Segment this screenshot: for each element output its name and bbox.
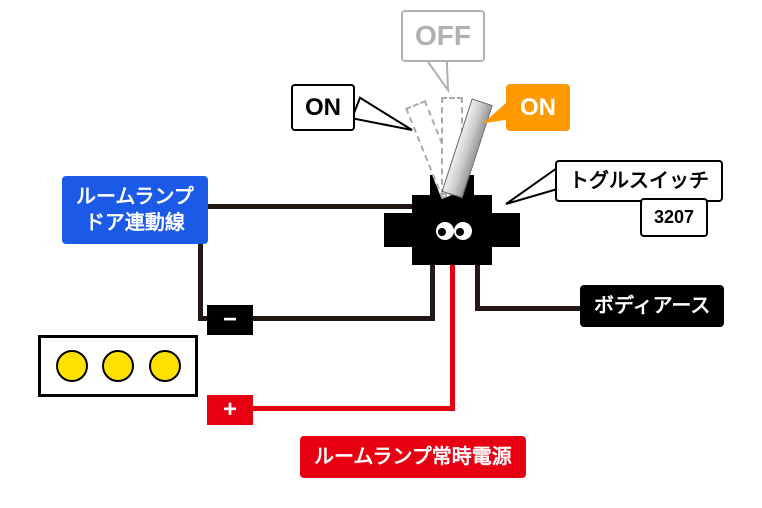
label-on-right: ON xyxy=(506,84,570,131)
label-constant-power: ルームランプ常時電源 xyxy=(300,436,526,478)
label-off: OFF xyxy=(401,10,485,62)
label-toggle-switch: トグルスイッチ xyxy=(555,160,723,202)
label-on-left: ON xyxy=(291,84,355,131)
label-part-number: 3207 xyxy=(640,198,708,237)
label-body-earth: ボディアース xyxy=(580,285,724,327)
label-door-link: ルームランプ ドア連動線 xyxy=(62,176,208,244)
tails-layer xyxy=(0,0,762,508)
